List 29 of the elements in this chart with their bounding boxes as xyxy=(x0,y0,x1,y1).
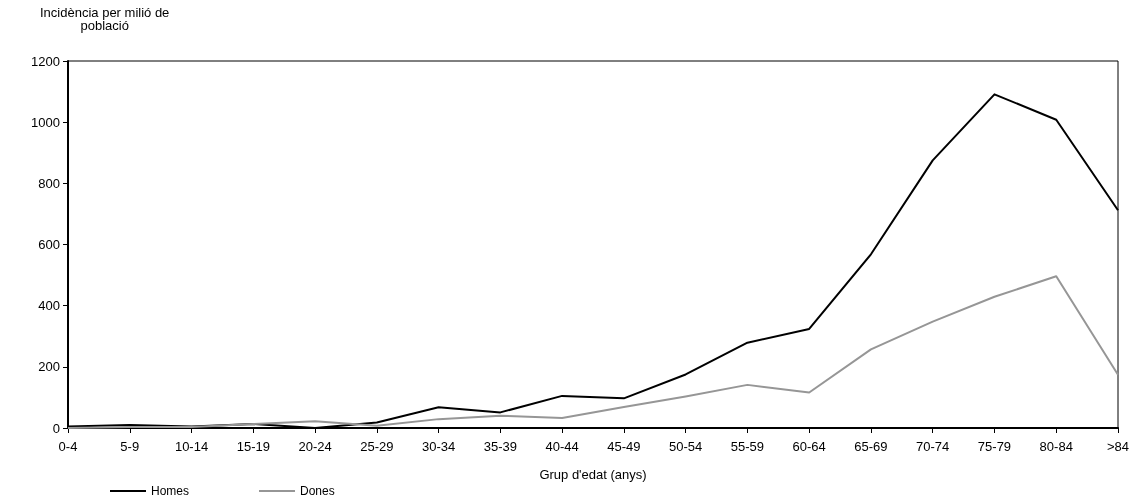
x-tick-label: 70-74 xyxy=(916,439,950,454)
x-tick-label: 50-54 xyxy=(669,439,703,454)
x-tick-label: 30-34 xyxy=(421,439,456,454)
x-tick-label: 60-64 xyxy=(792,439,826,454)
x-tick-label: 45-49 xyxy=(607,439,641,454)
x-tick-label: >84 xyxy=(1106,439,1130,454)
x-tick-label: 10-14 xyxy=(174,439,209,454)
y-tick-label: 800 xyxy=(38,175,60,191)
legend-label: Dones xyxy=(300,484,335,498)
y-axis-title: Incidència per milió de població xyxy=(39,5,170,33)
x-tick-label: 80-84 xyxy=(1039,439,1073,454)
x-tick-label: 65-69 xyxy=(854,439,888,454)
x-tick-label: 20-24 xyxy=(298,439,332,454)
x-tick-label: 55-59 xyxy=(730,439,765,454)
y-tick-label: 1200 xyxy=(31,53,60,69)
x-axis-title: Grup d'edat (anys) xyxy=(539,467,647,482)
x-tick-label: 15-19 xyxy=(236,439,270,454)
x-tick-label: 5-9 xyxy=(120,439,140,454)
y-tick-label: 1000 xyxy=(31,114,60,130)
y-tick-label: 400 xyxy=(38,298,60,314)
legend-label: Homes xyxy=(151,484,190,498)
x-tick-label: 40-44 xyxy=(545,439,579,454)
x-tick-label: 25-29 xyxy=(360,439,394,454)
y-tick-label: 0 xyxy=(52,420,60,436)
y-tick-label: 600 xyxy=(38,237,60,252)
x-tick-label: 0-4 xyxy=(58,439,78,454)
y-tick-label: 200 xyxy=(38,359,60,375)
x-tick-label: 75-79 xyxy=(977,439,1012,454)
x-tick-label: 35-39 xyxy=(483,439,517,454)
